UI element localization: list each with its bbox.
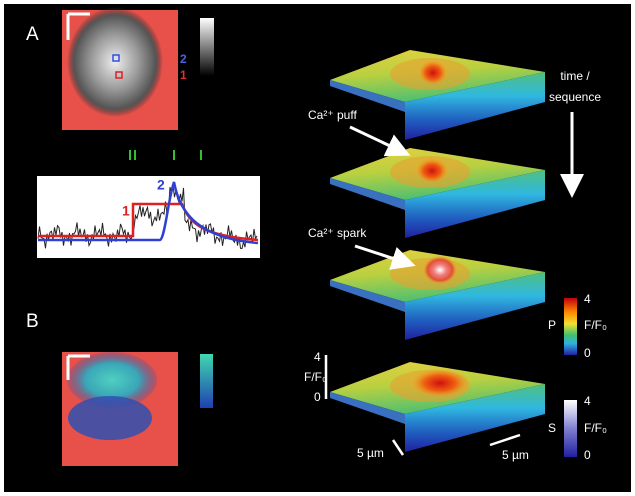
peak <box>408 364 472 396</box>
colorbar-label: 4 <box>584 292 591 306</box>
colorbar <box>200 18 214 76</box>
roi-label: 1 <box>180 68 187 82</box>
scale-label: F/F₀ <box>304 370 327 384</box>
colorbar-name: P <box>548 318 556 332</box>
page: {"panel_a": {"label": "A", "roi_labels":… <box>0 0 635 496</box>
annotation: sequence <box>549 90 601 104</box>
scale-label: 5 µm <box>357 446 384 460</box>
annotation: Ca²⁺ spark <box>308 226 367 240</box>
panel-label: A <box>26 24 39 45</box>
roi-label: 2 <box>180 52 187 66</box>
colorbar-label: 4 <box>584 394 591 408</box>
peak <box>417 56 449 84</box>
peak <box>422 255 458 285</box>
colorbar-name: S <box>548 421 556 435</box>
scale-label: 4 <box>314 350 321 364</box>
annotation: Ca²⁺ puff <box>308 108 357 122</box>
colorbar <box>200 354 213 408</box>
colorbar <box>564 400 577 457</box>
colorbar-label: 0 <box>584 448 591 462</box>
colorbar <box>564 298 577 355</box>
trace-label: 1 <box>122 203 130 219</box>
scale-label: 5 µm <box>502 448 529 462</box>
colorbar-label: F/F₀ <box>584 421 607 435</box>
colorbar-label: F/F₀ <box>584 318 607 332</box>
panel-label: B <box>26 311 39 332</box>
figure: A 2 1 1 2 B time / sequence Ca²⁺ puff Ca… <box>0 0 635 496</box>
colorbar-label: 0 <box>584 346 591 360</box>
scale-label: 0 <box>314 390 321 404</box>
peak <box>414 154 450 182</box>
trace-label: 2 <box>157 177 165 193</box>
cell-blob <box>67 7 163 117</box>
annotation: time / <box>560 69 590 83</box>
blue-blob <box>68 396 152 440</box>
